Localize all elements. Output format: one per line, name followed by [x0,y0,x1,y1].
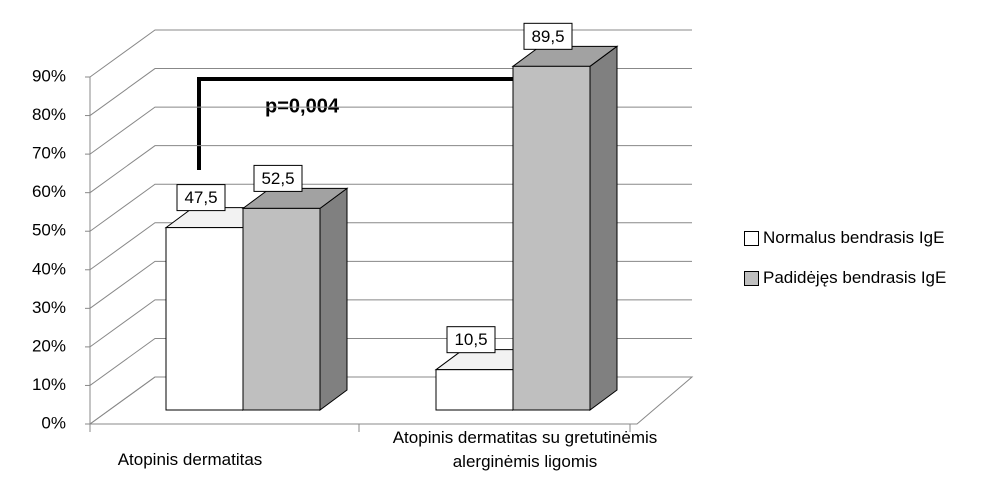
y-tick-label: 50% [32,221,66,240]
value-label: 10,5 [454,330,487,349]
legend-swatch [744,270,759,286]
bar [512,65,591,411]
value-label-box [176,184,226,212]
x-tick-label: Atopinis dermatitas su gretutinėmis aler… [392,428,658,471]
value-label: 89,5 [531,27,564,46]
value-label-box [446,326,496,354]
legend-entry: Normalus bendrasis IgE [744,228,944,248]
y-tick-label: 20% [32,336,66,355]
y-tick-label: 10% [32,375,66,394]
y-tick-label: 0% [41,413,66,432]
y-tick-label: 60% [32,182,66,201]
y-tick-label: 40% [32,259,66,278]
y-tick-label: 70% [32,144,66,163]
value-label: 52,5 [261,169,294,188]
annotation: p=0,004 [265,95,340,117]
y-tick-label: 90% [32,66,66,85]
value-label-box [253,164,303,192]
grid-line [89,29,692,78]
value-label: 47,5 [184,188,217,207]
y-tick-label: 80% [32,105,66,124]
legend-label: Padidėjęs bendrasis IgE [763,268,947,287]
bar [165,227,244,411]
significance-bracket [197,77,559,178]
bar [435,369,514,411]
x-tick-label: Atopinis dermatitas [117,450,263,469]
y-tick-label: 30% [32,298,66,317]
value-label-box [523,22,573,50]
bar-side [589,45,618,411]
legend-swatch [744,230,759,246]
legend-entry: Padidėjęs bendrasis IgE [744,268,946,288]
legend-label: Normalus bendrasis IgE [763,228,945,247]
bar-side [319,187,348,411]
bar [242,207,321,411]
